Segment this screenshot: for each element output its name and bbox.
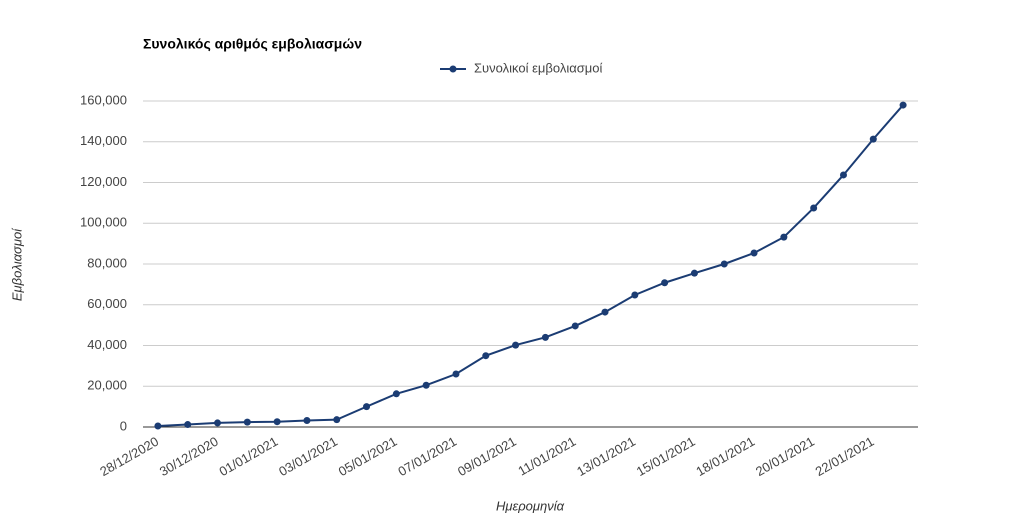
x-tick-label: 22/01/2021: [813, 434, 877, 480]
y-tick-label: 0: [120, 418, 127, 433]
point: [601, 308, 609, 316]
x-tick-label: 11/01/2021: [515, 434, 578, 479]
point: [571, 322, 579, 330]
point: [243, 418, 251, 426]
x-tick-label: 18/01/2021: [693, 434, 757, 480]
y-tick-label: 60,000: [87, 296, 127, 311]
point: [482, 352, 490, 360]
y-axis-title: Εμβολιασμοί: [9, 228, 24, 301]
point: [690, 269, 698, 277]
legend-marker: [449, 65, 457, 73]
x-tick-label: 07/01/2021: [395, 434, 459, 480]
y-tick-label: 120,000: [80, 174, 127, 189]
x-tick-label: 28/12/2020: [97, 434, 161, 480]
x-tick-label: 03/01/2021: [276, 434, 340, 480]
y-tick-label: 80,000: [87, 255, 127, 270]
point: [392, 390, 400, 398]
y-tick-label: 160,000: [80, 92, 127, 107]
x-tick-label: 09/01/2021: [455, 434, 519, 480]
point: [422, 381, 430, 389]
point: [333, 416, 341, 424]
point: [541, 333, 549, 341]
point: [780, 233, 788, 241]
point: [869, 135, 877, 143]
point: [452, 370, 460, 378]
line: [157, 104, 904, 427]
y-tick-label: 140,000: [80, 133, 127, 148]
point: [631, 291, 639, 299]
point: [810, 204, 818, 212]
point: [720, 260, 728, 268]
point: [273, 418, 281, 426]
x-tick-label: 01/01/2021: [216, 434, 280, 480]
point: [303, 416, 311, 424]
point: [214, 419, 222, 427]
point: [899, 101, 907, 109]
x-tick-label: 30/12/2020: [157, 434, 221, 480]
x-axis-title: Ημερομηνία: [496, 498, 565, 513]
point: [154, 422, 162, 430]
y-tick-label: 40,000: [87, 337, 127, 352]
y-tick-label: 100,000: [80, 215, 127, 230]
point: [184, 421, 192, 429]
legend-label: Συνολικοί εμβολιασμοί: [474, 60, 602, 75]
x-tick-label: 15/01/2021: [634, 434, 698, 480]
y-tick-label: 20,000: [87, 378, 127, 393]
point: [363, 403, 371, 411]
chart-title: Συνολικός αριθμός εμβολιασμών: [143, 36, 362, 52]
x-tick-label: 13/01/2021: [574, 434, 638, 480]
x-tick-label: 05/01/2021: [336, 434, 400, 480]
point: [839, 171, 847, 179]
point: [750, 249, 758, 257]
x-tick-label: 20/01/2021: [753, 434, 817, 480]
point: [661, 279, 669, 287]
point: [512, 341, 520, 349]
